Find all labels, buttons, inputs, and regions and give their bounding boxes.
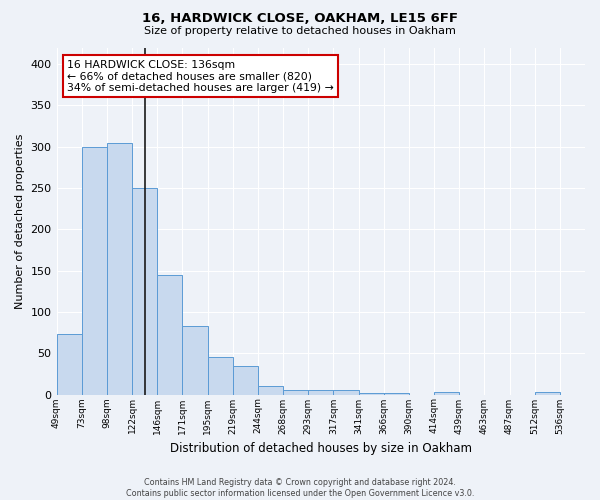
Bar xyxy=(82,146,107,394)
Bar xyxy=(132,188,157,394)
Bar xyxy=(334,390,359,394)
Y-axis label: Number of detached properties: Number of detached properties xyxy=(15,134,25,308)
Bar xyxy=(56,334,82,394)
Text: Size of property relative to detached houses in Oakham: Size of property relative to detached ho… xyxy=(144,26,456,36)
Bar xyxy=(233,366,258,394)
Bar xyxy=(107,142,132,394)
Text: Contains HM Land Registry data © Crown copyright and database right 2024.
Contai: Contains HM Land Registry data © Crown c… xyxy=(126,478,474,498)
Bar xyxy=(434,392,459,394)
Bar xyxy=(157,274,182,394)
Bar xyxy=(258,386,283,394)
Bar xyxy=(308,390,334,394)
Text: 16, HARDWICK CLOSE, OAKHAM, LE15 6FF: 16, HARDWICK CLOSE, OAKHAM, LE15 6FF xyxy=(142,12,458,26)
Text: 16 HARDWICK CLOSE: 136sqm
← 66% of detached houses are smaller (820)
34% of semi: 16 HARDWICK CLOSE: 136sqm ← 66% of detac… xyxy=(67,60,334,93)
Bar xyxy=(283,390,308,394)
X-axis label: Distribution of detached houses by size in Oakham: Distribution of detached houses by size … xyxy=(170,442,472,455)
Bar xyxy=(182,326,208,394)
Bar xyxy=(383,393,409,394)
Bar xyxy=(359,393,383,394)
Bar xyxy=(208,358,233,395)
Bar xyxy=(535,392,560,394)
